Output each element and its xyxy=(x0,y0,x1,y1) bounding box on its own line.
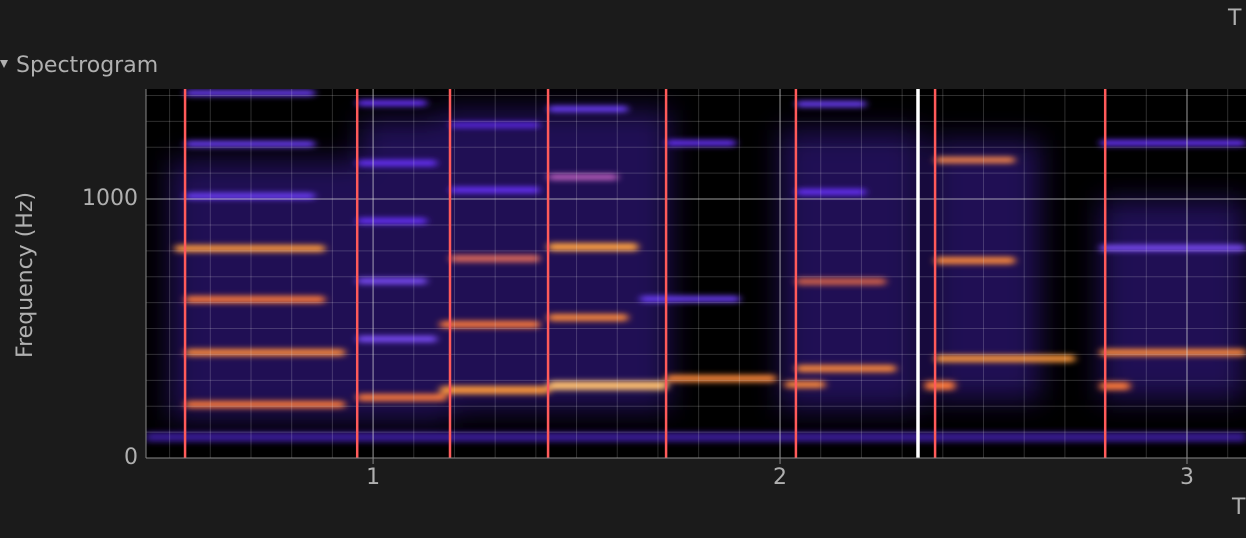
spectrogram-image xyxy=(146,90,1246,442)
top-right-label: T xyxy=(1227,6,1242,31)
x-tick-label: 3 xyxy=(1180,465,1194,490)
panel-title[interactable]: Spectrogram xyxy=(16,53,158,78)
y-tick-label: 1000 xyxy=(82,186,138,211)
overlay xyxy=(146,89,1246,458)
y-axis-label: Frequency (Hz) xyxy=(13,192,38,358)
y-tick-label: 0 xyxy=(124,445,138,470)
x-tick-label: 1 xyxy=(366,465,380,490)
x-axis-label: T xyxy=(1231,495,1246,520)
collapse-arrow[interactable] xyxy=(0,60,8,68)
x-tick-label: 2 xyxy=(773,465,787,490)
